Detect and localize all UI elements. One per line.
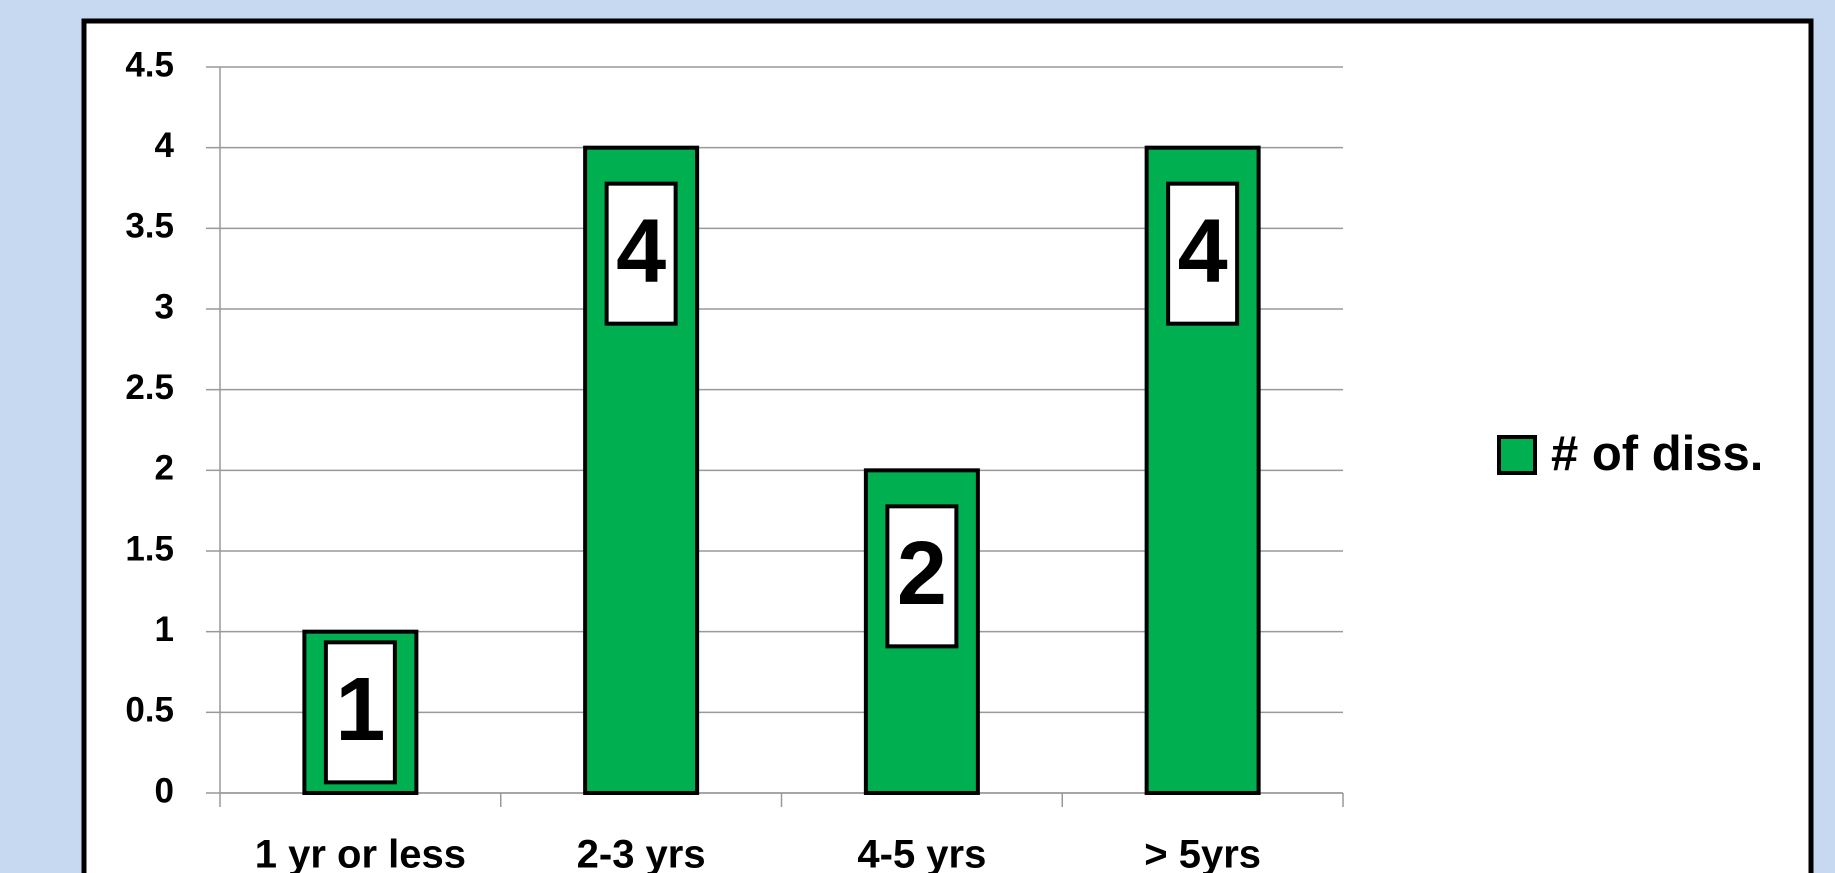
y-tick-label: 3.5 <box>125 207 174 246</box>
x-tick-label: 4-5 yrs <box>857 833 986 873</box>
data-label: 1 <box>335 660 385 760</box>
x-tick-label: 2-3 yrs <box>577 833 706 873</box>
y-tick-label: 1.5 <box>125 529 174 568</box>
x-tick-label: 1 yr or less <box>255 833 466 873</box>
data-label: 4 <box>1178 201 1228 301</box>
y-tick-label: 4 <box>155 126 175 165</box>
y-tick-label: 2.5 <box>125 368 174 407</box>
data-label: 2 <box>897 524 947 624</box>
data-label-box <box>1166 181 1240 326</box>
y-tick-label: 1 <box>155 610 174 649</box>
y-tick-label: 0.5 <box>125 691 174 730</box>
x-tick-label: > 5yrs <box>1144 833 1261 873</box>
legend-swatch <box>1497 435 1537 475</box>
data-label-box <box>604 181 678 326</box>
data-label-box <box>885 504 959 649</box>
data-label-box <box>323 640 397 785</box>
y-tick-label: 4.5 <box>125 45 174 84</box>
y-tick-label: 0 <box>155 771 174 810</box>
data-label: 4 <box>616 201 666 301</box>
y-tick-label: 3 <box>155 287 174 326</box>
legend-label: # of diss. <box>1551 427 1763 481</box>
y-tick-label: 2 <box>155 449 174 488</box>
